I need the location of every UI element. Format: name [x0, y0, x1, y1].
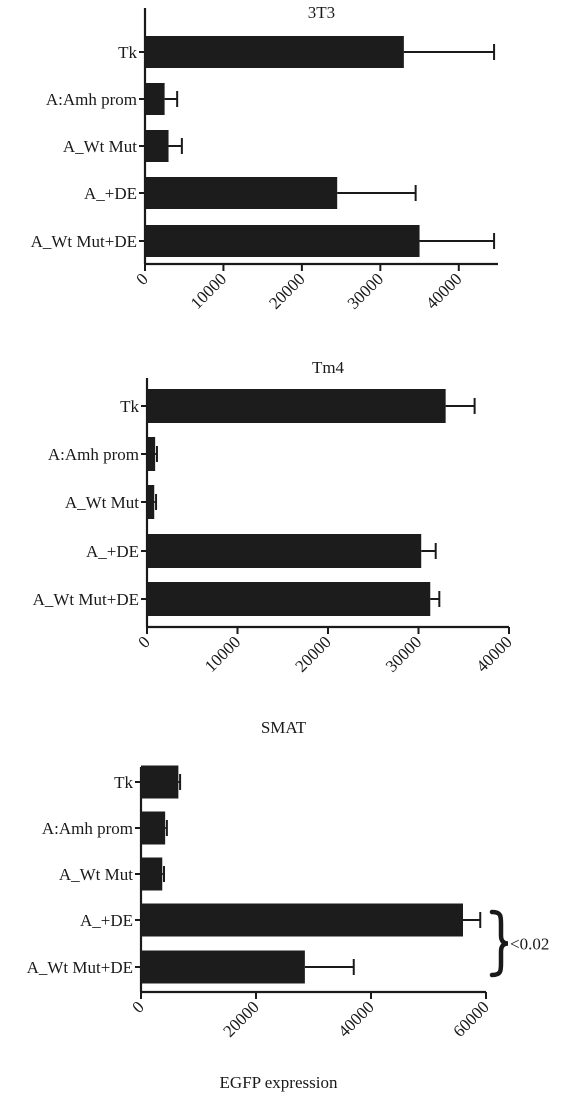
category-label: A:Amh prom [42, 819, 133, 838]
x-tick-label: 40000 [334, 997, 377, 1040]
category-label: A_Wt Mut [65, 493, 139, 512]
x-tick-label: 0 [134, 632, 153, 651]
category-label: A_Wt Mut+DE [27, 958, 133, 977]
bar [147, 437, 156, 471]
x-tick-label: 60000 [449, 997, 492, 1040]
bar [145, 83, 165, 115]
bar [145, 225, 420, 257]
category-label: A_Wt Mut [59, 865, 133, 884]
category-label: A_Wt Mut+DE [31, 232, 137, 251]
category-label: A_+DE [86, 542, 139, 561]
category-label: A_+DE [80, 911, 133, 930]
x-axis-label: EGFP expression [220, 1073, 338, 1092]
x-tick-label: 0 [128, 997, 147, 1016]
x-tick-label: 30000 [344, 269, 387, 312]
category-label: Tk [120, 397, 139, 416]
x-tick-label: 10000 [201, 632, 244, 675]
x-tick-label: 20000 [291, 632, 334, 675]
x-tick-label: 20000 [265, 269, 308, 312]
chart-title: Tm4 [312, 358, 345, 377]
bar [145, 177, 338, 209]
bar [141, 950, 305, 984]
category-label: A:Amh prom [46, 90, 137, 109]
significance-brace [489, 909, 509, 978]
x-tick-label: 0 [132, 269, 151, 288]
category-label: A:Amh prom [48, 445, 139, 464]
bar [141, 857, 163, 891]
bar [147, 389, 446, 423]
x-tick-label: 40000 [472, 632, 515, 675]
bar [145, 130, 169, 162]
bar [141, 903, 463, 937]
chart-title: SMAT [261, 718, 307, 737]
category-label: Tk [114, 773, 133, 792]
chart-3: SMAT Tk A:Amh prom A_Wt Mut A_+DE A_Wt Mut+DE… [27, 718, 550, 1092]
bar [147, 485, 155, 519]
chart-1: 3T3 Tk A:Amh prom A_Wt Mut A_+DE A_Wt Mut+DE 0… [31, 3, 498, 313]
bar [141, 765, 179, 799]
bar [147, 582, 431, 616]
x-tick-label: 40000 [422, 269, 465, 312]
category-label: A_Wt Mut [63, 137, 137, 156]
category-label: Tk [118, 43, 137, 62]
significance-label: <0.02 [510, 935, 549, 954]
x-tick-label: 30000 [382, 632, 425, 675]
bar [145, 36, 404, 68]
bar [147, 534, 422, 568]
chart-2: Tm4 Tk A:Amh prom A_Wt Mut A_+DE A_Wt Mut+DE 0… [33, 358, 516, 676]
category-label: A_Wt Mut+DE [33, 590, 139, 609]
bar [141, 811, 166, 845]
x-tick-label: 10000 [187, 269, 230, 312]
x-tick-label: 20000 [219, 997, 262, 1040]
category-label: A_+DE [84, 184, 137, 203]
chart-title: 3T3 [308, 3, 335, 22]
